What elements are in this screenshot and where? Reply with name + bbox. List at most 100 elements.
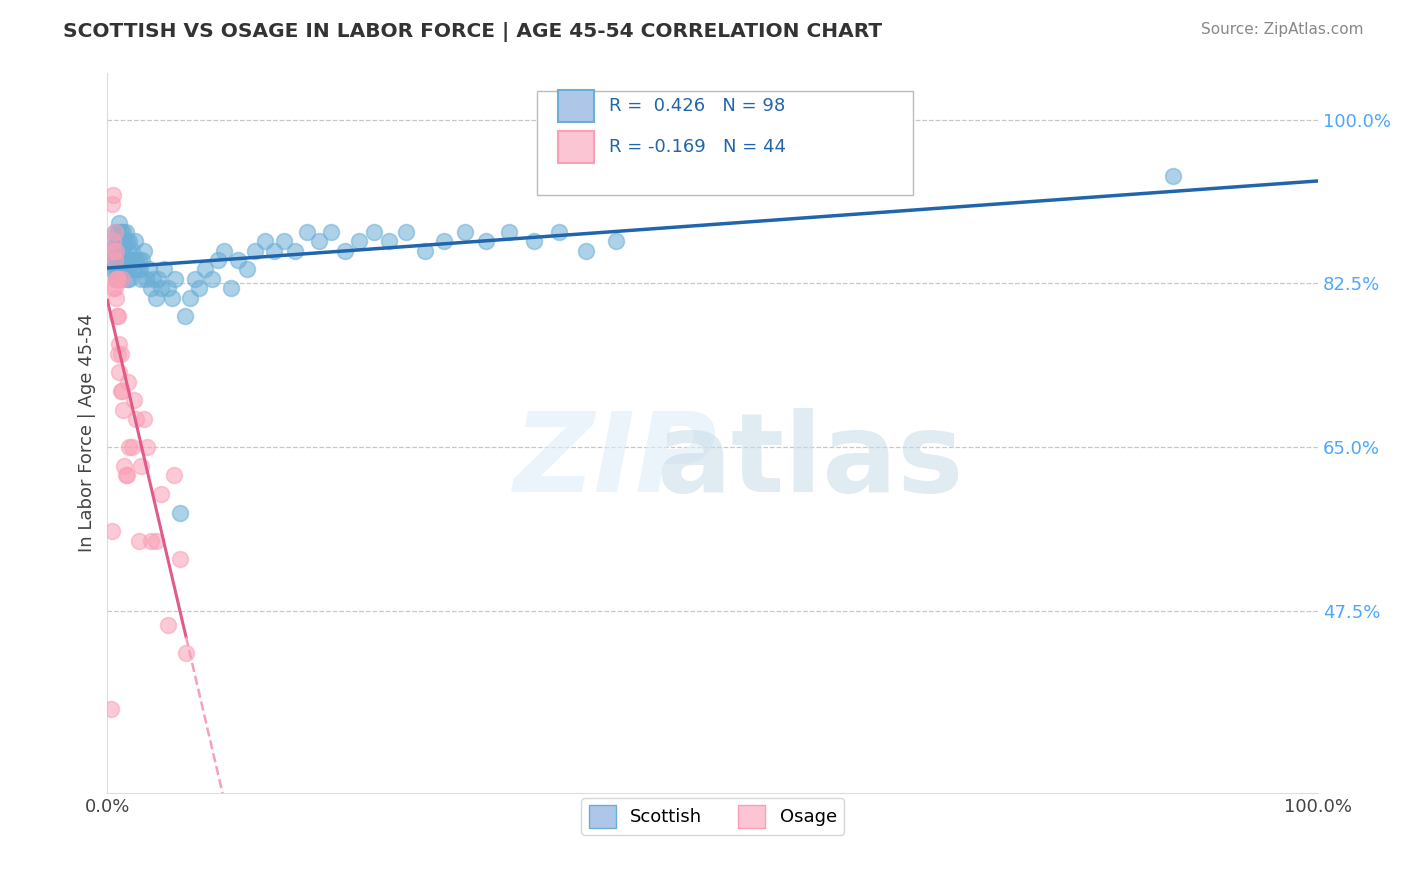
Point [131, 253, 153, 268]
Point [132, 412, 155, 426]
Point [173, 310, 195, 324]
Point [107, 310, 129, 324]
Point [284, 244, 307, 258]
Point [183, 272, 205, 286]
Point [104, 225, 127, 239]
Point [156, 618, 179, 632]
Point [118, 440, 141, 454]
Point [433, 235, 456, 249]
Point [243, 244, 266, 258]
Point [165, 272, 187, 286]
Point [118, 272, 141, 286]
Point [104, 244, 127, 258]
Point [100, 702, 122, 716]
Point [169, 506, 191, 520]
Point [235, 262, 257, 277]
Point [498, 225, 520, 239]
Point [1161, 169, 1184, 183]
Point [142, 272, 165, 286]
Point [104, 253, 127, 268]
Point [226, 253, 249, 268]
Point [112, 458, 135, 473]
Point [108, 253, 131, 268]
Point [200, 272, 222, 286]
Point [111, 253, 134, 268]
Y-axis label: In Labor Force | Age 45-54: In Labor Force | Age 45-54 [79, 314, 96, 552]
Point [149, 487, 172, 501]
Point [104, 244, 127, 258]
Point [101, 262, 124, 277]
Point [112, 262, 135, 277]
Point [110, 384, 132, 398]
Point [104, 262, 127, 277]
Point [111, 235, 134, 249]
Point [605, 235, 627, 249]
Point [125, 253, 148, 268]
Point [453, 225, 475, 239]
Point [114, 262, 136, 277]
Point [169, 552, 191, 566]
Point [333, 244, 356, 258]
Point [308, 235, 330, 249]
Point [321, 225, 343, 239]
Point [115, 468, 138, 483]
Point [118, 235, 141, 249]
Point [122, 253, 145, 268]
Point [110, 225, 132, 239]
Point [105, 272, 128, 286]
Point [112, 253, 135, 268]
Point [111, 384, 134, 398]
Point [145, 533, 167, 548]
Bar [558, 89, 595, 122]
Point [475, 235, 498, 249]
Point [124, 235, 146, 249]
Point [110, 346, 132, 360]
Point [117, 244, 139, 258]
Point [115, 235, 138, 249]
Point [121, 244, 143, 258]
Point [103, 235, 125, 249]
Point [129, 458, 152, 473]
Point [107, 225, 129, 239]
Point [207, 253, 229, 268]
Point [395, 225, 418, 239]
Point [112, 402, 135, 417]
Point [108, 235, 131, 249]
Point [103, 281, 125, 295]
Point [148, 272, 170, 286]
Point [145, 291, 167, 305]
Point [104, 272, 127, 286]
Point [108, 337, 131, 351]
Point [104, 253, 127, 268]
Point [153, 262, 176, 277]
Point [107, 262, 129, 277]
Point [104, 281, 127, 295]
Point [139, 533, 162, 548]
Point [112, 235, 135, 249]
Point [129, 262, 152, 277]
Point [107, 272, 129, 286]
Point [548, 225, 571, 239]
Point [135, 272, 157, 286]
Point [107, 272, 129, 286]
Point [105, 235, 128, 249]
Point [122, 393, 145, 408]
Text: R =  0.426   N = 98: R = 0.426 N = 98 [609, 96, 785, 115]
Point [103, 235, 125, 249]
Point [108, 365, 131, 379]
Point [138, 262, 160, 277]
Point [522, 235, 544, 249]
Legend: Scottish, Osage: Scottish, Osage [581, 798, 844, 835]
Point [112, 244, 135, 258]
Point [120, 253, 142, 268]
Point [107, 346, 129, 360]
Point [149, 281, 172, 295]
Point [575, 244, 598, 258]
Point [104, 272, 127, 286]
Point [104, 225, 127, 239]
Point [107, 244, 129, 258]
Point [103, 253, 125, 268]
Point [188, 281, 211, 295]
Point [378, 235, 401, 249]
Point [174, 646, 197, 660]
